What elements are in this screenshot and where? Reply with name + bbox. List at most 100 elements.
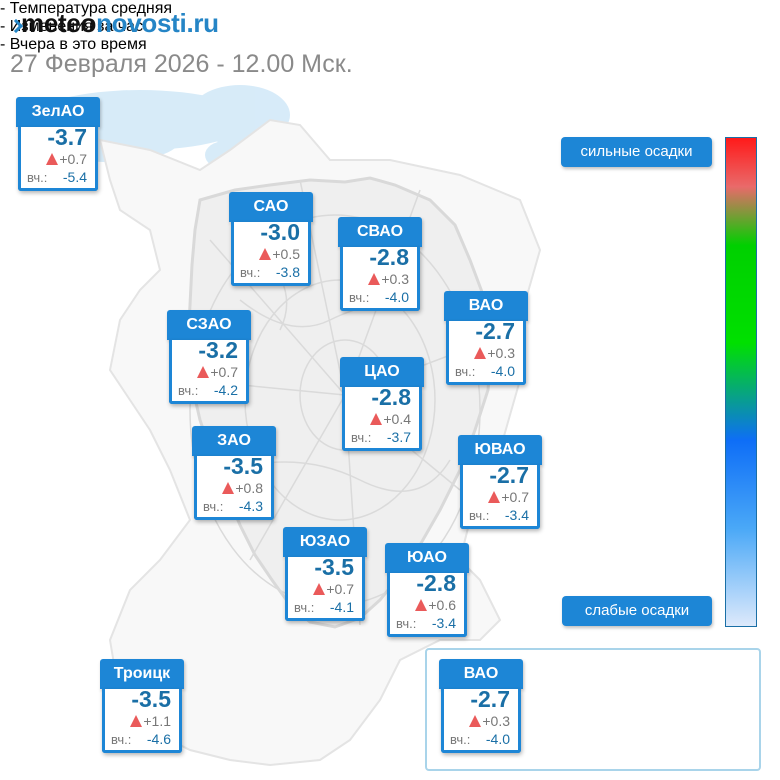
yesterday-temperature: -4.0 xyxy=(485,731,510,747)
legend-line-yesterday: - Вчера в это время xyxy=(0,36,147,53)
district-card: ЗАО -3.5 +0.8 вч.: -4.3 xyxy=(192,426,276,522)
yesterday-temperature: -4.0 xyxy=(384,289,409,305)
precipitation-scale-bar xyxy=(725,137,757,627)
yesterday-label: вч.: xyxy=(396,616,417,631)
yesterday-temperature: -4.6 xyxy=(146,731,171,747)
scale-top-label: сильные осадки xyxy=(561,137,712,167)
increase-triangle-icon xyxy=(313,583,326,595)
district-card: ВАО -2.7 +0.3 вч.: -4.0 xyxy=(444,291,528,387)
district-info: -2.8 +0.4 вч.: -3.7 xyxy=(342,384,422,451)
district-temperature: -2.8 xyxy=(371,384,411,410)
increase-triangle-icon xyxy=(222,482,235,494)
increase-triangle-icon xyxy=(46,153,59,165)
district-name: ЮАО xyxy=(385,543,469,573)
logo-chevron-icon xyxy=(10,18,20,32)
district-temperature: -2.7 xyxy=(489,462,529,488)
district-info: -2.7 +0.3 вч.: -4.0 xyxy=(441,686,521,753)
increase-triangle-icon xyxy=(469,715,482,727)
hourly-change: +0.8 xyxy=(222,480,263,496)
district-info: -2.8 +0.3 вч.: -4.0 xyxy=(340,244,420,311)
district-info: -3.5 +1.1 вч.: -4.6 xyxy=(102,686,182,753)
district-temperature: -3.5 xyxy=(131,686,171,712)
increase-triangle-icon xyxy=(488,491,501,503)
yesterday-label: вч.: xyxy=(178,383,199,398)
district-info: -3.0 +0.5 вч.: -3.8 xyxy=(231,219,311,286)
yesterday-label: вч.: xyxy=(240,265,261,280)
hourly-change: +0.6 xyxy=(415,597,456,613)
district-name: ВАО xyxy=(439,659,523,689)
district-info: -3.5 +0.8 вч.: -4.3 xyxy=(194,453,274,520)
district-temperature: -3.0 xyxy=(260,219,300,245)
yesterday-label: вч.: xyxy=(111,732,132,747)
district-info: -2.8 +0.6 вч.: -3.4 xyxy=(387,570,467,637)
district-card: ЮЗАО -3.5 +0.7 вч.: -4.1 xyxy=(283,527,367,623)
increase-triangle-icon xyxy=(130,715,143,727)
yesterday-temperature: -4.1 xyxy=(329,599,354,615)
yesterday-label: вч.: xyxy=(351,430,372,445)
yesterday-temperature: -3.8 xyxy=(275,264,300,280)
district-info: -3.2 +0.7 вч.: -4.2 xyxy=(169,337,249,404)
district-card: ЮВАО -2.7 +0.7 вч.: -3.4 xyxy=(458,435,542,531)
increase-triangle-icon xyxy=(368,273,381,285)
district-info: -3.7 +0.7 вч.: -5.4 xyxy=(18,124,98,191)
forecast-datetime: 27 Февраля 2026 - 12.00 Мск. xyxy=(10,50,353,78)
yesterday-label: вч.: xyxy=(294,600,315,615)
district-temperature: -3.5 xyxy=(223,453,263,479)
hourly-change: +0.4 xyxy=(370,411,411,427)
district-temperature: -3.7 xyxy=(47,124,87,150)
yesterday-temperature: -3.4 xyxy=(431,615,456,631)
district-name: ЗелАО xyxy=(16,97,100,127)
district-card: СВАО -2.8 +0.3 вч.: -4.0 xyxy=(338,217,422,313)
hourly-change: +1.1 xyxy=(130,713,171,729)
yesterday-temperature: -4.2 xyxy=(213,382,238,398)
district-name: САО xyxy=(229,192,313,222)
yesterday-label: вч.: xyxy=(469,508,490,523)
hourly-change: +0.7 xyxy=(46,151,87,167)
district-card: Троицк -3.5 +1.1 вч.: -4.6 xyxy=(100,659,184,755)
district-card: ЮАО -2.8 +0.6 вч.: -3.4 xyxy=(385,543,469,639)
district-name: ЮВАО xyxy=(458,435,542,465)
yesterday-label: вч.: xyxy=(450,732,471,747)
logo-text-part2: novosti.ru xyxy=(96,8,219,38)
district-info: -2.7 +0.3 вч.: -4.0 xyxy=(446,318,526,385)
district-name: СВАО xyxy=(338,217,422,247)
district-temperature: -2.7 xyxy=(470,686,510,712)
yesterday-label: вч.: xyxy=(349,290,370,305)
district-card: ЗелАО -3.7 +0.7 вч.: -5.4 xyxy=(16,97,100,193)
yesterday-temperature: -5.4 xyxy=(62,169,87,185)
district-name: ЮЗАО xyxy=(283,527,367,557)
hourly-change: +0.3 xyxy=(474,345,515,361)
district-card: ЦАО -2.8 +0.4 вч.: -3.7 xyxy=(340,357,424,453)
district-name: ЗАО xyxy=(192,426,276,456)
legend-line-avg-temp: - Температура средняя xyxy=(0,0,173,17)
increase-triangle-icon xyxy=(197,366,210,378)
district-name: ЦАО xyxy=(340,357,424,387)
hourly-change: +0.3 xyxy=(469,713,510,729)
legend-line-hourly-change: - Изменения за час xyxy=(0,18,144,35)
yesterday-label: вч.: xyxy=(203,499,224,514)
hourly-change: +0.7 xyxy=(488,489,529,505)
district-card: СЗАО -3.2 +0.7 вч.: -4.2 xyxy=(167,310,251,406)
district-temperature: -2.8 xyxy=(416,570,456,596)
district-name: СЗАО xyxy=(167,310,251,340)
hourly-change: +0.7 xyxy=(197,364,238,380)
hourly-change: +0.7 xyxy=(313,581,354,597)
district-temperature: -3.2 xyxy=(198,337,238,363)
increase-triangle-icon xyxy=(474,347,487,359)
district-info: -2.7 +0.7 вч.: -3.4 xyxy=(460,462,540,529)
increase-triangle-icon xyxy=(415,599,428,611)
district-info: -3.5 +0.7 вч.: -4.1 xyxy=(285,554,365,621)
district-temperature: -3.5 xyxy=(314,554,354,580)
district-card: САО -3.0 +0.5 вч.: -3.8 xyxy=(229,192,313,288)
yesterday-temperature: -4.3 xyxy=(238,498,263,514)
legend-example-card: ВАО -2.7 +0.3 вч.: -4.0 xyxy=(439,659,523,755)
site-logo[interactable]: meteonovosti.ru xyxy=(10,8,219,39)
district-temperature: -2.8 xyxy=(369,244,409,270)
hourly-change: +0.5 xyxy=(259,246,300,262)
yesterday-label: вч.: xyxy=(455,364,476,379)
hourly-change: +0.3 xyxy=(368,271,409,287)
district-temperature: -2.7 xyxy=(475,318,515,344)
increase-triangle-icon xyxy=(370,413,383,425)
district-name: ВАО xyxy=(444,291,528,321)
yesterday-label: вч.: xyxy=(27,170,48,185)
